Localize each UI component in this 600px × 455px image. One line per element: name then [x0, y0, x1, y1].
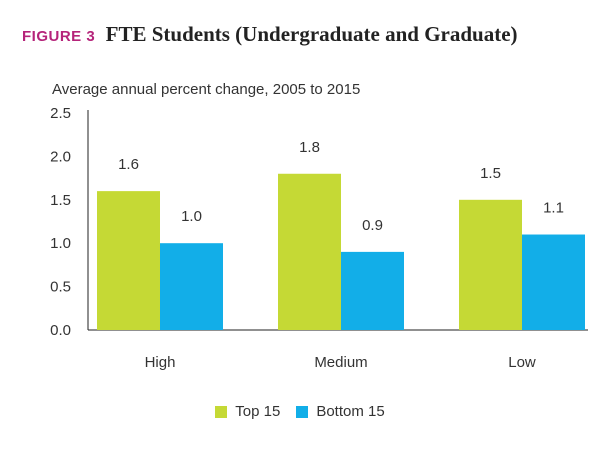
- bar-chart: 0.0 0.5 1.0 1.5 2.0 2.5 1.6 1.0 High 1.8 0.9 Medium…: [50, 105, 588, 371]
- data-label: 1.0: [181, 208, 202, 225]
- legend-swatch-top15: [215, 405, 228, 418]
- y-tick-label: 1.5: [50, 192, 71, 209]
- bar-medium-top15: [278, 173, 341, 330]
- bar-low-bottom15: [522, 234, 585, 330]
- legend-item-bottom15: Bottom 15: [296, 403, 385, 420]
- y-tick-label: 1.0: [50, 235, 71, 252]
- bar-medium-bottom15: [341, 251, 404, 330]
- x-tick-label: Medium: [314, 354, 367, 371]
- y-tick-label: 2.5: [50, 105, 71, 122]
- data-label: 0.9: [362, 217, 383, 234]
- y-tick-label: 0.5: [50, 279, 71, 296]
- legend-label-bottom15: Bottom 15: [316, 403, 385, 420]
- legend-item-top15: Top 15: [215, 403, 280, 420]
- bar-high-bottom15: [160, 243, 223, 330]
- data-label: 1.1: [543, 200, 564, 217]
- x-tick-label: Low: [508, 354, 536, 371]
- bar-low-top15: [459, 199, 522, 330]
- y-tick-label: 0.0: [50, 322, 71, 339]
- legend-swatch-bottom15: [296, 405, 309, 418]
- x-tick-label: High: [145, 354, 176, 371]
- figure-title: FIGURE 3 FTE Students (Undergraduate and…: [22, 22, 518, 47]
- data-label: 1.8: [299, 139, 320, 156]
- data-label: 1.6: [118, 156, 139, 173]
- bar-high-top15: [97, 191, 160, 330]
- figure-label: FIGURE 3: [22, 28, 96, 45]
- legend-label-top15: Top 15: [235, 403, 281, 420]
- data-label: 1.5: [480, 165, 501, 182]
- figure-title-text: FTE Students (Undergraduate and Graduate…: [105, 22, 518, 46]
- chart-subtitle: Average annual percent change, 2005 to 2…: [52, 81, 361, 98]
- chart-legend: Top 15 Bottom 15: [0, 403, 600, 420]
- y-tick-label: 2.0: [50, 148, 71, 165]
